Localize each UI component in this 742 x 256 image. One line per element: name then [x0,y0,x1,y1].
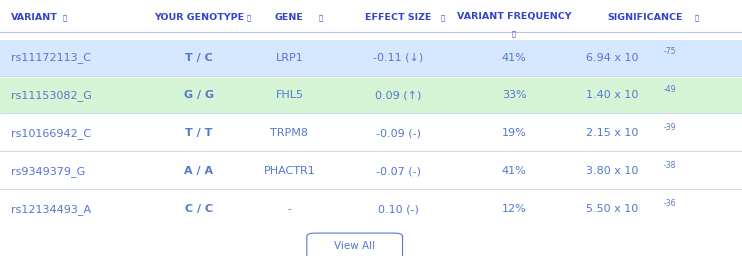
Text: FHL5: FHL5 [275,90,303,101]
Text: ⓘ: ⓘ [441,15,444,21]
FancyBboxPatch shape [307,233,402,256]
Text: LRP1: LRP1 [275,52,303,63]
Text: -75: -75 [663,47,676,57]
Text: 3.80 x 10: 3.80 x 10 [586,166,639,176]
Text: 41%: 41% [502,166,527,176]
Text: ⓘ: ⓘ [695,15,698,21]
Text: 19%: 19% [502,128,527,138]
Text: -0.09 (-): -0.09 (-) [376,128,421,138]
Text: 0.10 (-): 0.10 (-) [378,204,419,214]
Text: TRPM8: TRPM8 [270,128,309,138]
Text: 33%: 33% [502,90,527,101]
Text: ⓘ: ⓘ [319,15,323,21]
Text: PHACTR1: PHACTR1 [263,166,315,176]
Text: rs11172113_C: rs11172113_C [11,52,91,63]
Text: rs12134493_A: rs12134493_A [11,204,91,215]
FancyBboxPatch shape [0,40,742,76]
Text: -49: -49 [663,85,676,94]
Text: 6.94 x 10: 6.94 x 10 [586,52,639,63]
Text: YOUR GENOTYPE: YOUR GENOTYPE [154,13,244,23]
Text: 5.50 x 10: 5.50 x 10 [586,204,638,214]
FancyBboxPatch shape [0,78,742,113]
Text: VARIANT FREQUENCY: VARIANT FREQUENCY [457,12,571,20]
Text: ⓘ: ⓘ [247,15,251,21]
Text: rs10166942_C: rs10166942_C [11,128,91,139]
Text: T / C: T / C [185,52,213,63]
Text: rs11153082_G: rs11153082_G [11,90,92,101]
Text: A / A: A / A [184,166,214,176]
Text: GENE: GENE [275,13,303,23]
Text: -0.07 (-): -0.07 (-) [376,166,421,176]
Text: SIGNIFICANCE: SIGNIFICANCE [608,13,683,23]
Text: ⓘ: ⓘ [512,30,516,37]
Text: 1.40 x 10: 1.40 x 10 [586,90,639,101]
Text: ⓘ: ⓘ [63,15,67,21]
Text: 2.15 x 10: 2.15 x 10 [586,128,639,138]
Text: rs9349379_G: rs9349379_G [11,166,85,177]
Text: C / C: C / C [185,204,213,214]
Text: View All: View All [334,241,375,251]
Text: -0.11 (↓): -0.11 (↓) [373,52,424,63]
Text: 12%: 12% [502,204,527,214]
Text: -: - [287,204,292,214]
Text: -36: -36 [663,199,676,208]
Text: G / G: G / G [184,90,214,101]
Text: VARIANT: VARIANT [11,13,58,23]
Text: 41%: 41% [502,52,527,63]
Text: T / T: T / T [186,128,212,138]
Text: -39: -39 [663,123,676,132]
Text: -38: -38 [663,161,676,170]
Text: EFFECT SIZE: EFFECT SIZE [365,13,432,23]
Text: 0.09 (↑): 0.09 (↑) [375,90,421,101]
